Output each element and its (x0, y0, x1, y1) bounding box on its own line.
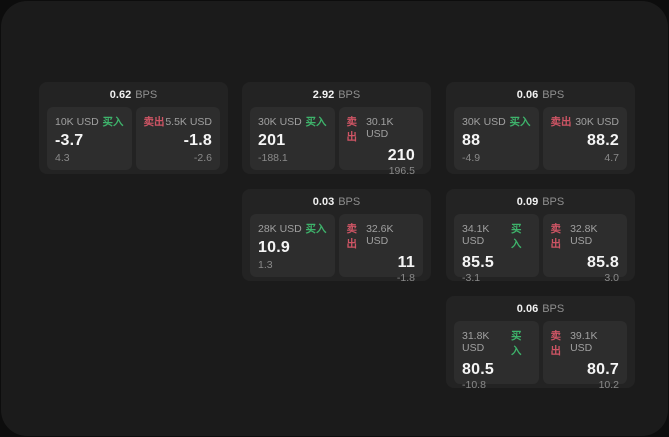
buy-label: 买入 (510, 223, 522, 250)
buy-label: 买入 (509, 116, 531, 128)
sell-label: 卖出 (346, 116, 358, 143)
sell-panel[interactable]: 卖出 39.1K USD 80.7 10.2 (542, 321, 627, 391)
bps-header: 0.62 BPS (39, 82, 228, 107)
sell-panel[interactable]: 卖出 32.8K USD 85.8 3.0 (542, 214, 627, 284)
sell-price: 85.8 (587, 254, 619, 271)
buy-label: 买入 (102, 116, 124, 128)
sell-panel[interactable]: 卖出 30.1K USD 210 196.5 (338, 107, 423, 177)
quote-card: 0.06 BPS 30K USD 买入 88 -4.9 卖出 30K USD 8… (446, 82, 635, 174)
bps-unit: BPS (338, 195, 361, 208)
sell-amount: 30K USD (575, 116, 619, 128)
sell-price: -1.8 (183, 132, 212, 149)
sell-label: 卖出 (143, 116, 165, 128)
buy-amount: 31.8K USD (462, 330, 490, 354)
sell-amount: 32.6K USD (366, 223, 394, 247)
buy-price: -3.7 (55, 132, 84, 149)
bps-header: 0.03 BPS (242, 189, 431, 214)
buy-panel[interactable]: 10K USD 买入 -3.7 4.3 (47, 107, 132, 170)
buy-panel[interactable]: 30K USD 买入 201 -188.1 (250, 107, 335, 170)
bps-value: 0.03 (312, 195, 335, 208)
buy-panel[interactable]: 31.8K USD 买入 80.5 -10.8 (454, 321, 539, 391)
bps-unit: BPS (338, 88, 361, 101)
sell-delta: 196.5 (388, 165, 415, 177)
sell-price: 80.7 (587, 361, 619, 378)
buy-delta: -10.8 (462, 379, 486, 391)
buy-delta: -4.9 (462, 152, 481, 164)
buy-delta: -3.1 (462, 272, 481, 284)
buy-panel[interactable]: 28K USD 买入 10.9 1.3 (250, 214, 335, 277)
sell-panel[interactable]: 卖出 30K USD 88.2 4.7 (542, 107, 627, 170)
buy-label: 买入 (305, 223, 327, 235)
buy-amount: 34.1K USD (462, 223, 490, 247)
sell-delta: -2.6 (193, 152, 212, 164)
buy-delta: 4.3 (55, 152, 70, 164)
bps-value: 0.06 (516, 88, 539, 101)
quote-card: 0.62 BPS 10K USD 买入 -3.7 4.3 卖出 5.5K USD… (39, 82, 228, 174)
buy-price: 85.5 (462, 254, 494, 271)
bps-header: 0.06 BPS (446, 82, 635, 107)
buy-amount: 30K USD (258, 116, 302, 128)
bps-header: 0.06 BPS (446, 296, 635, 321)
sell-amount: 32.8K USD (570, 223, 598, 247)
bps-header: 2.92 BPS (242, 82, 431, 107)
quote-card: 0.03 BPS 28K USD 买入 10.9 1.3 卖出 32.6K US… (242, 189, 431, 284)
sell-delta: 10.2 (598, 379, 619, 391)
bps-value: 2.92 (312, 88, 335, 101)
sell-label: 卖出 (550, 223, 562, 250)
sell-delta: 3.0 (604, 272, 619, 284)
sell-amount: 39.1K USD (570, 330, 598, 354)
buy-panel[interactable]: 34.1K USD 买入 85.5 -3.1 (454, 214, 539, 284)
buy-amount: 10K USD (55, 116, 99, 128)
bps-value: 0.09 (516, 195, 539, 208)
buy-amount: 30K USD (462, 116, 506, 128)
buy-price: 88 (462, 132, 481, 149)
buy-price: 80.5 (462, 361, 494, 378)
buy-delta: 1.3 (258, 259, 273, 271)
buy-amount: 28K USD (258, 223, 302, 235)
buy-delta: -188.1 (258, 152, 288, 164)
sell-label: 卖出 (346, 223, 358, 250)
sell-label: 卖出 (550, 116, 572, 128)
quote-card: 2.92 BPS 30K USD 买入 201 -188.1 卖出 30.1K … (242, 82, 431, 177)
bps-value: 0.06 (516, 302, 539, 315)
sell-amount: 30.1K USD (366, 116, 394, 140)
quote-card: 0.09 BPS 34.1K USD 买入 85.5 -3.1 卖出 32.8K… (446, 189, 635, 284)
buy-panel[interactable]: 30K USD 买入 88 -4.9 (454, 107, 539, 170)
buy-label: 买入 (510, 330, 522, 357)
sell-panel[interactable]: 卖出 5.5K USD -1.8 -2.6 (135, 107, 220, 170)
sell-panel[interactable]: 卖出 32.6K USD 11 -1.8 (338, 214, 423, 284)
sell-price: 210 (387, 147, 415, 164)
bps-value: 0.62 (109, 88, 132, 101)
bps-unit: BPS (542, 302, 565, 315)
sell-delta: -1.8 (396, 272, 415, 284)
buy-price: 201 (258, 132, 286, 149)
bps-header: 0.09 BPS (446, 189, 635, 214)
bps-unit: BPS (542, 88, 565, 101)
quote-card: 0.06 BPS 31.8K USD 买入 80.5 -10.8 卖出 39.1… (446, 296, 635, 391)
sell-price: 11 (397, 254, 415, 271)
sell-delta: 4.7 (604, 152, 619, 164)
bps-unit: BPS (542, 195, 565, 208)
bps-unit: BPS (135, 88, 158, 101)
sell-amount: 5.5K USD (165, 116, 212, 128)
buy-label: 买入 (305, 116, 327, 128)
sell-price: 88.2 (587, 132, 619, 149)
buy-price: 10.9 (258, 239, 290, 256)
sell-label: 卖出 (550, 330, 562, 357)
